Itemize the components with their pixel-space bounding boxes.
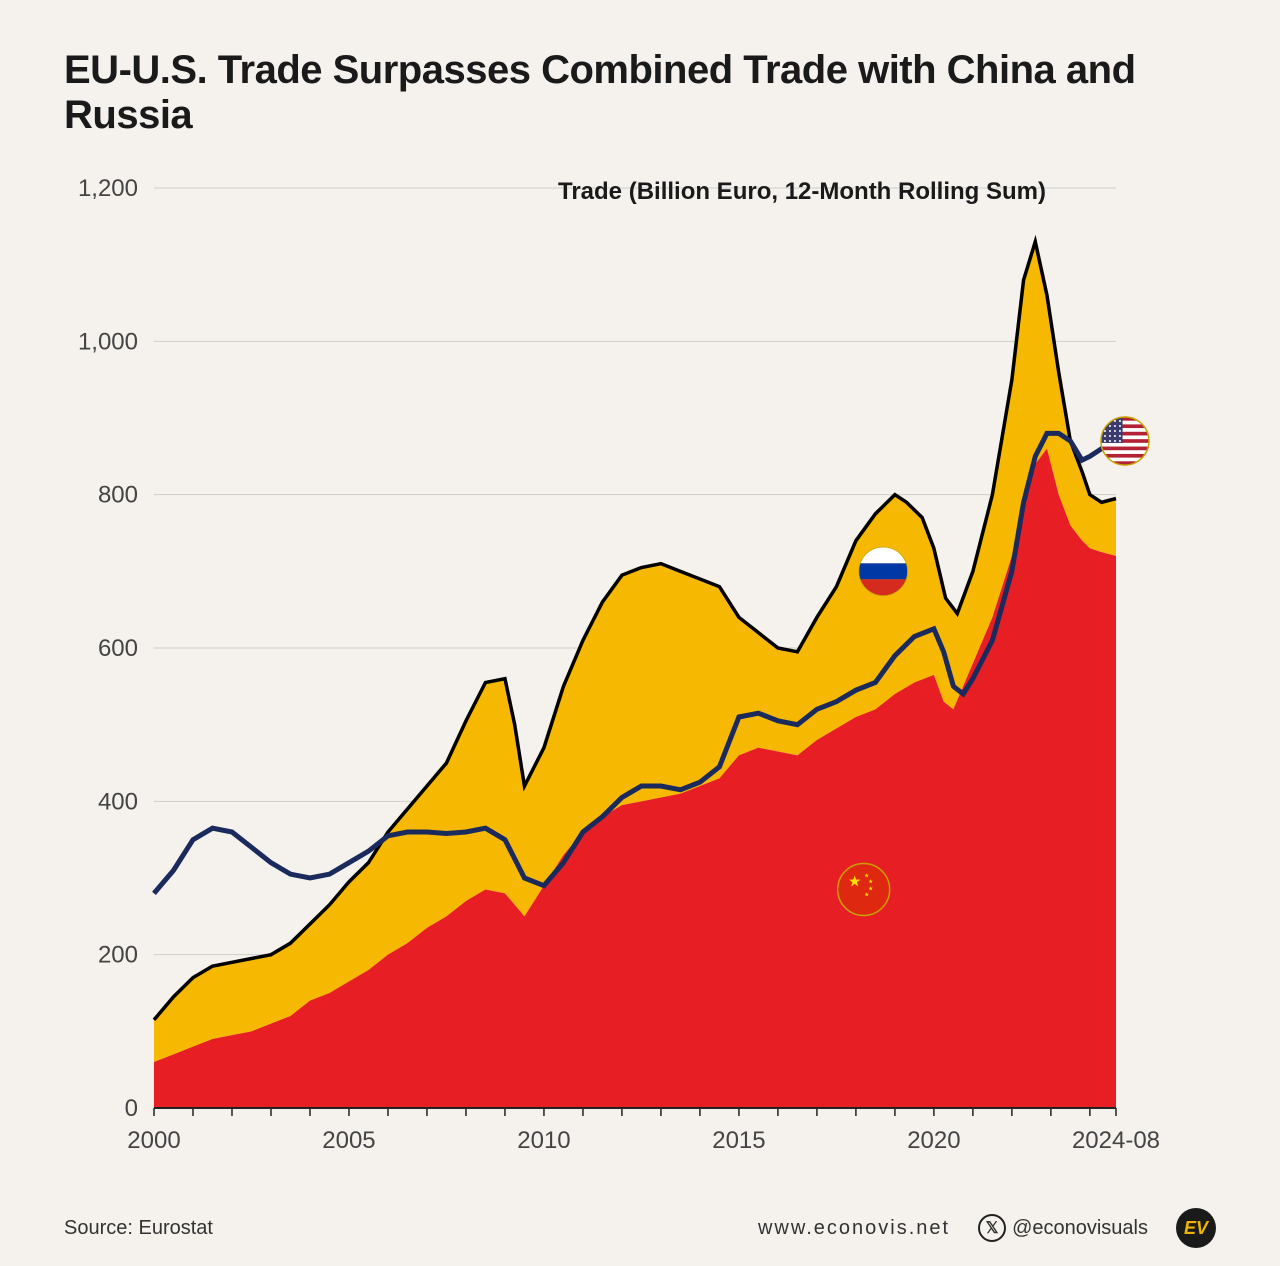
x-icon: 𝕏 <box>978 1214 1006 1242</box>
svg-text:0: 0 <box>125 1095 138 1122</box>
source-label: Source: Eurostat <box>64 1217 213 1240</box>
svg-text:2024-08: 2024-08 <box>1072 1127 1160 1154</box>
handle-text: @econovisuals <box>1012 1217 1148 1240</box>
social-handle: 𝕏 @econovisuals <box>978 1214 1148 1242</box>
chart-area: Trade (Billion Euro, 12-Month Rolling Su… <box>64 178 1216 1178</box>
svg-text:600: 600 <box>98 635 138 662</box>
svg-text:400: 400 <box>98 788 138 815</box>
svg-text:2020: 2020 <box>907 1127 960 1154</box>
svg-text:200: 200 <box>98 942 138 969</box>
chart-title: EU-U.S. Trade Surpasses Combined Trade w… <box>64 48 1216 138</box>
svg-text:2000: 2000 <box>127 1127 180 1154</box>
russia-flag-icon <box>859 547 907 595</box>
footer: Source: Eurostat www.econovis.net 𝕏 @eco… <box>64 1208 1216 1248</box>
brand-badge: EV <box>1176 1208 1216 1248</box>
svg-text:800: 800 <box>98 482 138 509</box>
trade-chart: 0 200 400 600 800 1,000 1,200 2000 2005 2010 2015 2… <box>64 178 1216 1178</box>
svg-text:1,000: 1,000 <box>78 328 138 355</box>
svg-text:2010: 2010 <box>517 1127 570 1154</box>
us-flag-icon <box>1101 417 1149 466</box>
svg-text:1,200: 1,200 <box>78 178 138 202</box>
chart-subtitle: Trade (Billion Euro, 12-Month Rolling Su… <box>558 178 1046 206</box>
website-url: www.econovis.net <box>758 1217 950 1240</box>
svg-text:2015: 2015 <box>712 1127 765 1154</box>
svg-text:2005: 2005 <box>322 1127 375 1154</box>
china-flag-icon <box>838 864 890 916</box>
